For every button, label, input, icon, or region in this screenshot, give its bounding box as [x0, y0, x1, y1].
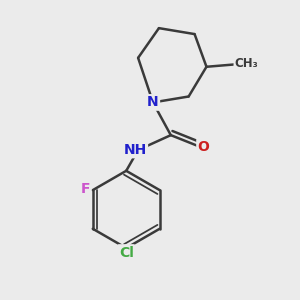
Text: N: N [147, 95, 159, 110]
Text: NH: NH [124, 143, 147, 157]
Text: O: O [198, 140, 209, 154]
Text: Cl: Cl [119, 245, 134, 260]
Text: CH₃: CH₃ [235, 57, 259, 70]
Text: F: F [81, 182, 90, 196]
